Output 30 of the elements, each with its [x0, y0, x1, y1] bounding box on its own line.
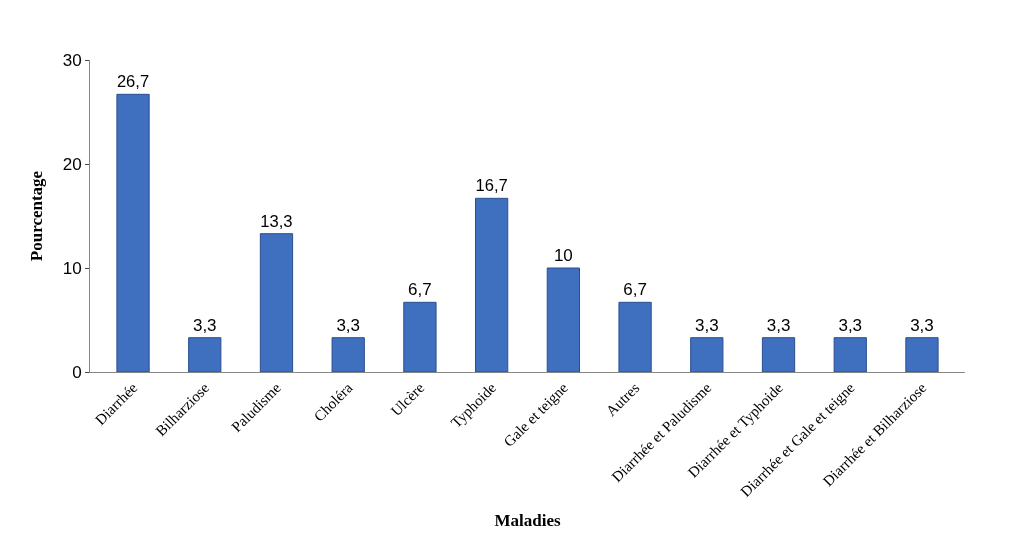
data-label: 3,3 [694, 315, 719, 335]
y-axis-title: Pourcentage [27, 170, 47, 262]
bar [475, 197, 509, 372]
data-label: 3,3 [766, 315, 791, 335]
data-label: 13,3 [260, 211, 293, 231]
bar [259, 233, 294, 372]
data-label: 3,3 [336, 315, 361, 335]
bar [116, 93, 150, 372]
y-tick-label: 0 [72, 362, 82, 382]
data-label: 6,7 [408, 280, 432, 300]
data-label: 16,7 [475, 176, 508, 196]
bar [618, 301, 652, 372]
y-tick-label: 10 [62, 258, 82, 278]
data-label: 26,7 [116, 72, 150, 92]
y-tick-label: 20 [62, 154, 82, 174]
bar [403, 301, 437, 372]
data-label: 10 [553, 246, 573, 265]
bar [833, 337, 867, 372]
bar [761, 337, 796, 372]
data-label: 3,3 [192, 315, 217, 335]
data-label: 3,3 [910, 315, 934, 335]
bar [546, 267, 580, 372]
x-axis-title: Maladies [494, 511, 561, 531]
y-tick-label: 30 [62, 50, 82, 70]
bar [905, 337, 939, 372]
bar [690, 337, 724, 372]
bar [331, 337, 365, 372]
data-label: 6,7 [623, 280, 647, 300]
bar [188, 337, 222, 372]
data-label: 3,3 [838, 315, 863, 335]
